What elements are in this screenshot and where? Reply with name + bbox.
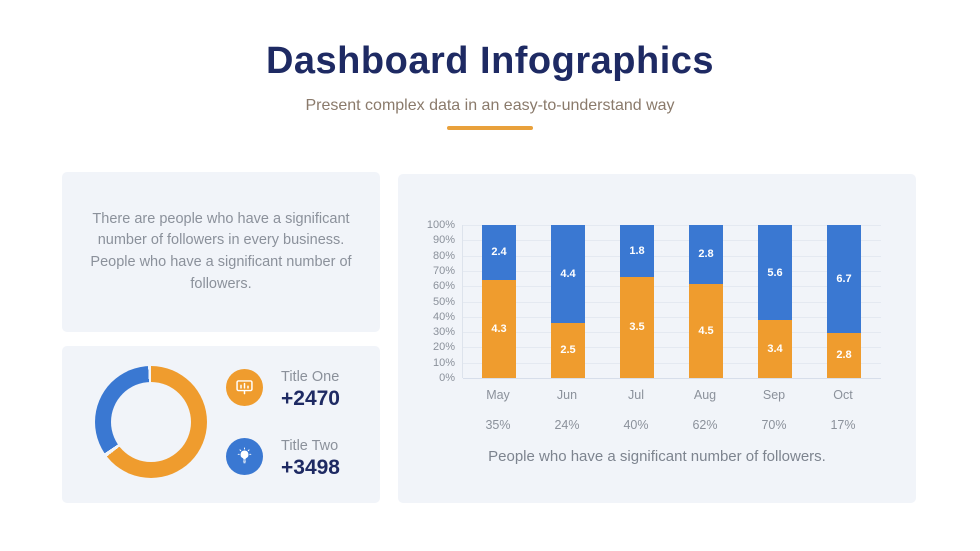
stacked-bar-oct: 6.7 2.8 (827, 225, 861, 378)
y-axis-tick-label: 70% (432, 264, 455, 277)
stats-panel: Title One +2470 (62, 346, 380, 503)
y-axis-tick-label: 20% (432, 341, 455, 354)
bar-segment-blue: 2.4 (482, 225, 516, 280)
bar-segment-orange: 4.5 (689, 283, 723, 378)
x-axis-label: Jul (628, 388, 644, 402)
page-title: Dashboard Infographics (265, 40, 715, 82)
stacked-bar-may: 2.4 4.3 (482, 225, 516, 378)
gridline (463, 255, 881, 257)
lightbulb-icon (226, 438, 263, 475)
stacked-bar-jul: 1.8 3.5 (620, 225, 654, 378)
stat-value: +3498 (281, 456, 340, 480)
gridline (463, 286, 881, 288)
y-axis-tick-label: 90% (432, 234, 455, 247)
bar-segment-blue: 4.4 (551, 225, 585, 323)
x-axis-label: Oct (833, 388, 853, 402)
footer-percentage-label: 17% (830, 418, 856, 432)
y-axis-tick-label: 30% (432, 326, 455, 339)
bar-value-label: 2.8 (698, 248, 714, 261)
bar-value-label: 4.5 (698, 324, 714, 337)
stat-title: Title Two (281, 438, 339, 454)
bar-segment-orange: 3.4 (758, 320, 792, 378)
bar-value-label: 4.4 (560, 267, 576, 280)
bar-value-label: 3.5 (629, 321, 645, 334)
bar-segment-orange: 4.3 (482, 279, 516, 378)
x-axis-label: Jun (556, 388, 578, 402)
bar-value-label: 6.7 (836, 272, 852, 285)
bar-value-label: 5.6 (767, 266, 783, 279)
bar-segment-blue: 6.7 (827, 225, 861, 333)
gridline (463, 225, 881, 226)
y-axis-tick-label: 80% (432, 249, 455, 262)
gridline (463, 240, 881, 242)
y-axis-tick-label: 50% (432, 295, 455, 308)
gridline (463, 301, 881, 303)
description-panel: There are people who have a significant … (62, 172, 380, 332)
stat-title: Title One (281, 369, 340, 385)
bar-value-label: 4.3 (491, 322, 507, 335)
bar-value-label: 2.5 (560, 344, 576, 357)
bar-value-label: 3.4 (767, 343, 783, 356)
y-axis-tick-label: 10% (432, 356, 455, 369)
footer-percentage-label: 62% (692, 418, 718, 432)
stacked-bar-jun: 4.4 2.5 (551, 225, 585, 378)
gridline (463, 347, 881, 349)
y-axis-tick-label: 0% (439, 372, 455, 384)
bar-segment-blue: 5.6 (758, 225, 792, 321)
gridline (463, 332, 881, 334)
bar-value-label: 2.8 (836, 349, 852, 362)
y-axis-tick-label: 60% (432, 280, 455, 293)
x-axis-label: May (486, 388, 510, 402)
gridline (463, 316, 881, 318)
bar-value-label: 2.4 (491, 246, 507, 259)
description-text: There are people who have a significant … (90, 210, 352, 292)
x-axis-label: Aug (693, 388, 717, 402)
bar-value-label: 1.8 (629, 244, 645, 257)
x-axis-label: Sep (762, 388, 786, 402)
footer-percentage-label: 35% (485, 418, 511, 432)
footer-percentage-label: 70% (761, 418, 787, 432)
gridline (463, 270, 881, 272)
bar-segment-blue: 1.8 (620, 225, 654, 277)
donut-hole (111, 382, 191, 462)
footer-percentage-label: 40% (623, 418, 649, 432)
bar-chart-panel: 100% 90% 80% 70% 60% 50% 40% 30% 20% 10% 0% 2.4 4.3 4… (398, 174, 916, 503)
chart-caption: People who have a significant number of … (488, 448, 826, 465)
y-axis-tick-label: 40% (432, 310, 455, 323)
donut-chart (95, 366, 207, 478)
stat-row-one: Title One +2470 (226, 369, 340, 413)
bar-segment-orange: 2.8 (827, 332, 861, 378)
gridline (463, 362, 881, 364)
stacked-bar-sep: 5.6 3.4 (758, 225, 792, 378)
stacked-bar-aug: 2.8 4.5 (689, 225, 723, 378)
stat-text: Title One +2470 (281, 369, 340, 413)
presentation-chart-icon (226, 369, 263, 406)
stat-value: +2470 (281, 387, 340, 411)
bar-segment-orange: 3.5 (620, 276, 654, 378)
stacked-bar-chart: 100% 90% 80% 70% 60% 50% 40% 30% 20% 10% 0% 2.4 4.3 4… (427, 219, 881, 384)
bar-segment-orange: 2.5 (551, 322, 585, 378)
footer-percentage-label: 24% (554, 418, 580, 432)
stat-text: Title Two +3498 (281, 438, 340, 482)
gridline (463, 378, 881, 379)
y-axis-tick-label: 100% (426, 219, 455, 231)
page-subtitle: Present complex data in an easy-to-under… (305, 97, 675, 114)
stat-row-two: Title Two +3498 (226, 438, 340, 482)
bar-segment-blue: 2.8 (689, 225, 723, 284)
accent-divider (447, 126, 533, 130)
